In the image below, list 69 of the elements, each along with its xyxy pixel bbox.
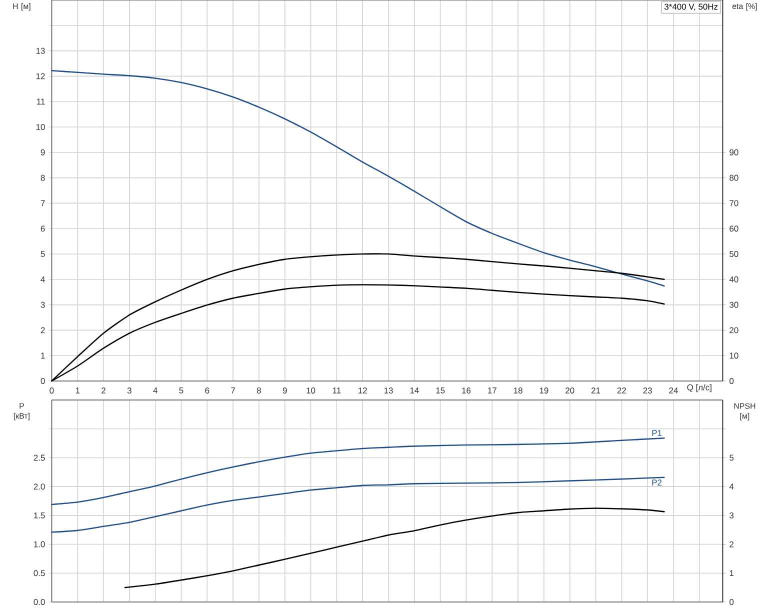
y-tick-label: 12 bbox=[36, 73, 45, 80]
x-tick-label: 6 bbox=[205, 388, 210, 394]
x-tick-label: 10 bbox=[306, 388, 316, 394]
y2-tick-label: 5 bbox=[730, 454, 734, 461]
y-tick-label: 0.0 bbox=[34, 599, 45, 605]
x-tick-label: 14 bbox=[410, 388, 419, 394]
x-tick-label: 3 bbox=[127, 388, 132, 394]
x-tick-label: 7 bbox=[231, 388, 235, 394]
y-tick-label: 0 bbox=[40, 378, 45, 384]
y-tick-label: 1 bbox=[41, 352, 45, 359]
x-tick-label: 23 bbox=[643, 388, 652, 394]
y2-tick-label: 50 bbox=[730, 251, 738, 257]
y2-tick-label: 0 bbox=[730, 599, 734, 605]
x-tick-label: 2 bbox=[102, 388, 106, 394]
x-tick-label: 15 bbox=[436, 388, 445, 394]
y2-tick-label: 80 bbox=[730, 174, 738, 181]
y-tick-label: 8 bbox=[40, 174, 45, 181]
y-tick-label: 2.0 bbox=[34, 484, 45, 490]
series-label: P1 bbox=[652, 430, 662, 436]
y-tick-label: 11 bbox=[37, 98, 45, 105]
y-tick-label: 4 bbox=[40, 276, 45, 282]
y-tick-label: 10 bbox=[36, 124, 45, 130]
x-axis-title: Q [л/с] bbox=[687, 384, 712, 392]
y2-tick-label: 1 bbox=[730, 570, 734, 576]
y2-tick-label: 40 bbox=[729, 276, 738, 282]
y2-tick-label: 3 bbox=[730, 512, 734, 518]
y-tick-label: 9 bbox=[40, 149, 45, 156]
x-tick-label: 20 bbox=[566, 388, 574, 394]
y2-tick-label: 70 bbox=[730, 200, 738, 206]
y-tick-label: 2 bbox=[40, 327, 45, 334]
y-tick-label: 1.5 bbox=[34, 512, 45, 518]
x-tick-label: 0 bbox=[50, 388, 54, 394]
y2-tick-label: 10 bbox=[730, 352, 738, 359]
x-tick-label: 18 bbox=[514, 388, 522, 394]
x-tick-label: 22 bbox=[617, 388, 626, 394]
x-tick-label: 17 bbox=[488, 388, 496, 394]
line-series bbox=[51, 70, 665, 287]
x-tick-label: 24 bbox=[669, 388, 678, 394]
y-tick-label: 2.5 bbox=[34, 454, 45, 461]
y2-tick-label: 20 bbox=[730, 327, 738, 334]
x-tick-label: 5 bbox=[179, 388, 184, 394]
y-tick-label: 13 bbox=[36, 48, 45, 54]
x-tick-label: 8 bbox=[256, 388, 261, 394]
y2-tick-label: 90 bbox=[730, 149, 738, 156]
series-label: P2 bbox=[652, 480, 662, 486]
line-series bbox=[124, 508, 665, 588]
x-tick-label: 11 bbox=[332, 388, 341, 394]
line-series bbox=[51, 476, 665, 533]
x-tick-label: 1 bbox=[76, 388, 80, 394]
x-tick-label: 9 bbox=[282, 388, 287, 394]
y2-tick-label: 2 bbox=[730, 541, 734, 548]
y-tick-label: 0.5 bbox=[34, 570, 45, 576]
line-series bbox=[51, 437, 665, 506]
y-tick-label: 3 bbox=[40, 302, 45, 308]
x-tick-label: 4 bbox=[153, 388, 158, 394]
x-tick-label: 13 bbox=[384, 388, 393, 394]
x-tick-label: 19 bbox=[540, 388, 548, 394]
y-tick-label: 7 bbox=[40, 200, 45, 206]
y2-tick-label: 30 bbox=[730, 302, 738, 308]
chart-title: 3*400 V, 50Hz bbox=[664, 4, 718, 11]
y-tick-label: 6 bbox=[40, 226, 45, 232]
y-tick-label: 5 bbox=[40, 251, 45, 257]
y-tick-label: 1.0 bbox=[34, 541, 45, 548]
y2-tick-label: 60 bbox=[730, 226, 738, 232]
y2-tick-label: 0 bbox=[730, 378, 734, 384]
x-tick-label: 16 bbox=[462, 388, 471, 394]
x-tick-label: 12 bbox=[358, 388, 367, 394]
x-tick-label: 21 bbox=[591, 388, 600, 394]
y2-tick-label: 4 bbox=[729, 484, 734, 490]
